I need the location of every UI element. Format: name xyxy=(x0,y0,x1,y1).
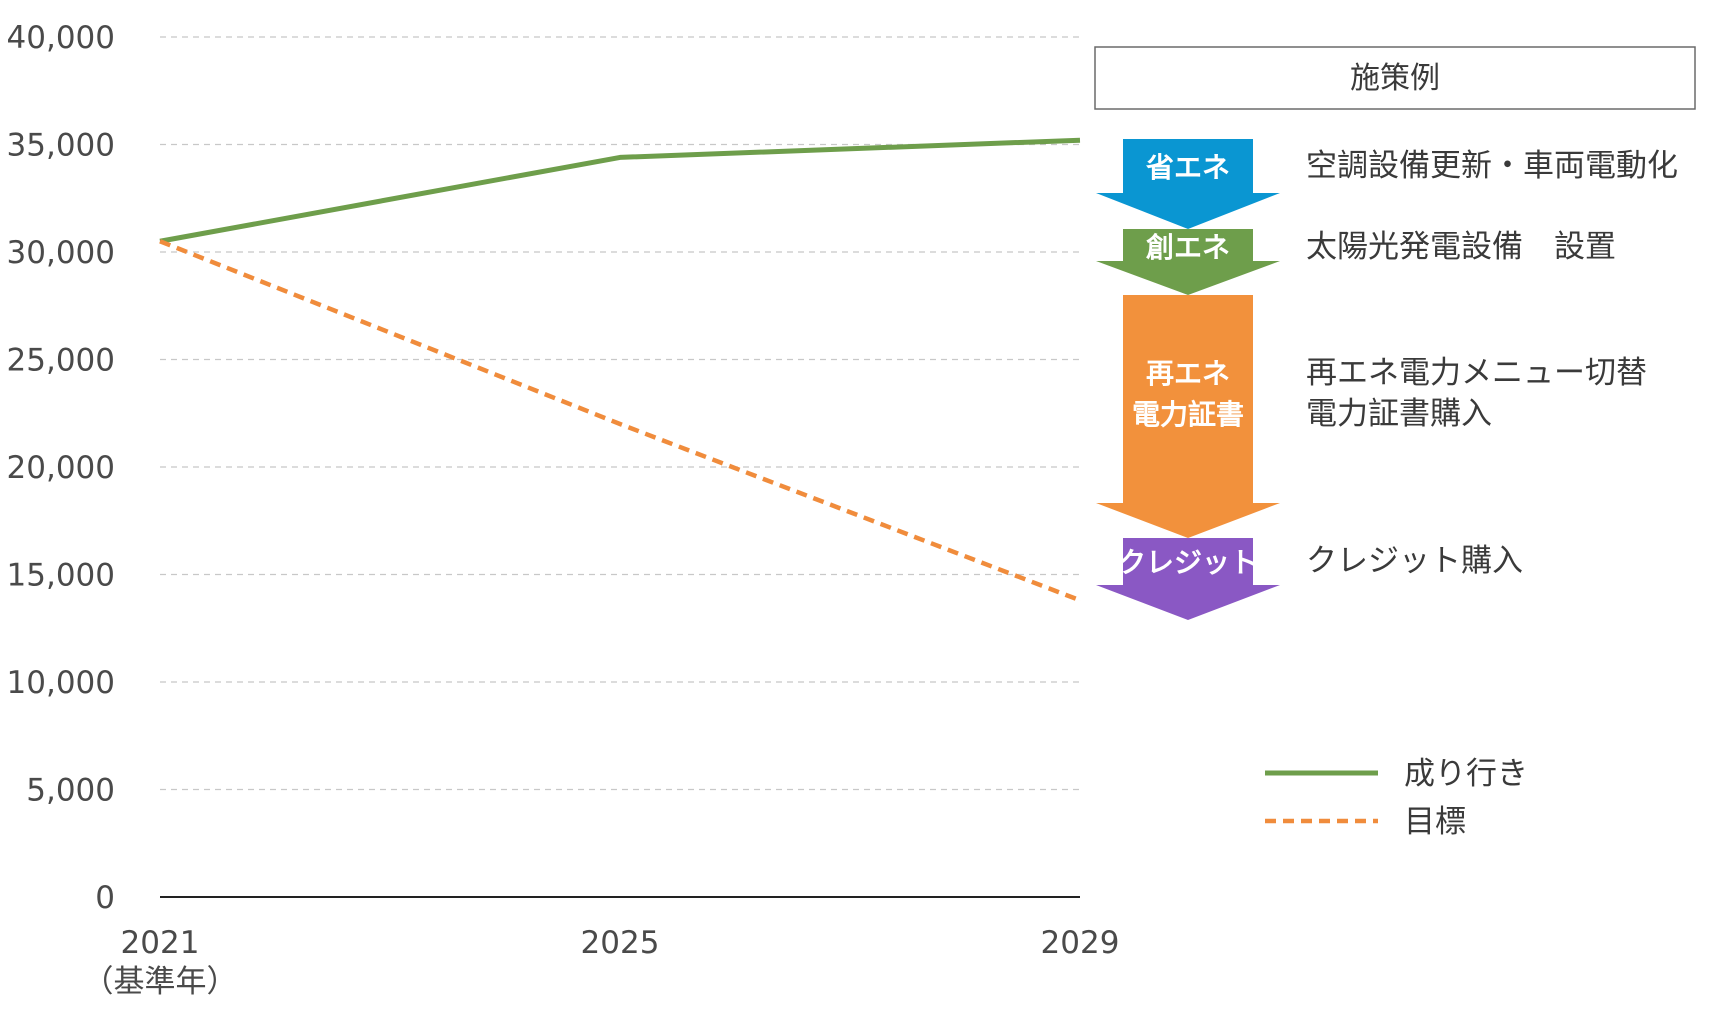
grid-lines xyxy=(160,36,1080,791)
legend-label: 目標 xyxy=(1404,804,1466,840)
measure-description: 太陽光発電設備 設置 xyxy=(1306,229,1616,265)
measure-arrow-label: 創エネ xyxy=(1146,231,1230,264)
measure-arrow xyxy=(1096,139,1280,229)
legend-label: 成り行き xyxy=(1404,756,1528,792)
y-tick-label: 35,000 xyxy=(7,128,115,164)
x-tick-label: 2021 xyxy=(121,925,200,961)
y-tick-label: 10,000 xyxy=(7,665,115,701)
measure-arrow-label: 省エネ xyxy=(1146,151,1230,184)
x-tick-sublabel: （基準年） xyxy=(83,964,238,1000)
measure-description: 電力証書購入 xyxy=(1306,396,1492,432)
measure-arrow-label: 電力証書 xyxy=(1132,398,1244,431)
measure-arrow xyxy=(1096,538,1280,620)
measure-arrow xyxy=(1096,229,1280,295)
measure-description: 空調設備更新・車両電動化 xyxy=(1306,148,1678,184)
measure-arrow-label: クレジット xyxy=(1118,546,1258,579)
y-tick-label: 30,000 xyxy=(7,235,115,271)
y-tick-label: 15,000 xyxy=(7,558,115,594)
y-tick-label: 0 xyxy=(95,880,115,916)
series-line xyxy=(159,239,1081,603)
series-line xyxy=(159,137,1081,244)
measures-title-box xyxy=(1094,46,1696,110)
measures-title: 施策例 xyxy=(1350,61,1440,96)
y-tick-label: 40,000 xyxy=(7,20,115,56)
measure-arrow-label: 再エネ xyxy=(1146,357,1230,390)
y-tick-label: 5,000 xyxy=(26,773,115,809)
measure-description: 再エネ電力メニュー切替 xyxy=(1306,355,1647,391)
series-lines xyxy=(159,137,1081,603)
measure-description: クレジット購入 xyxy=(1306,543,1523,579)
x-axis-tick-labels: 2021 2025 2029 （基準年） xyxy=(83,925,1120,1000)
y-tick-label: 25,000 xyxy=(7,343,115,379)
measure-arrow xyxy=(1096,295,1280,538)
y-axis-tick-labels: 0 5,000 10,000 15,000 20,000 25,000 30,000 35,0… xyxy=(7,20,115,916)
x-tick-label: 2029 xyxy=(1041,925,1120,961)
x-tick-label: 2025 xyxy=(581,925,660,961)
y-tick-label: 20,000 xyxy=(7,450,115,486)
